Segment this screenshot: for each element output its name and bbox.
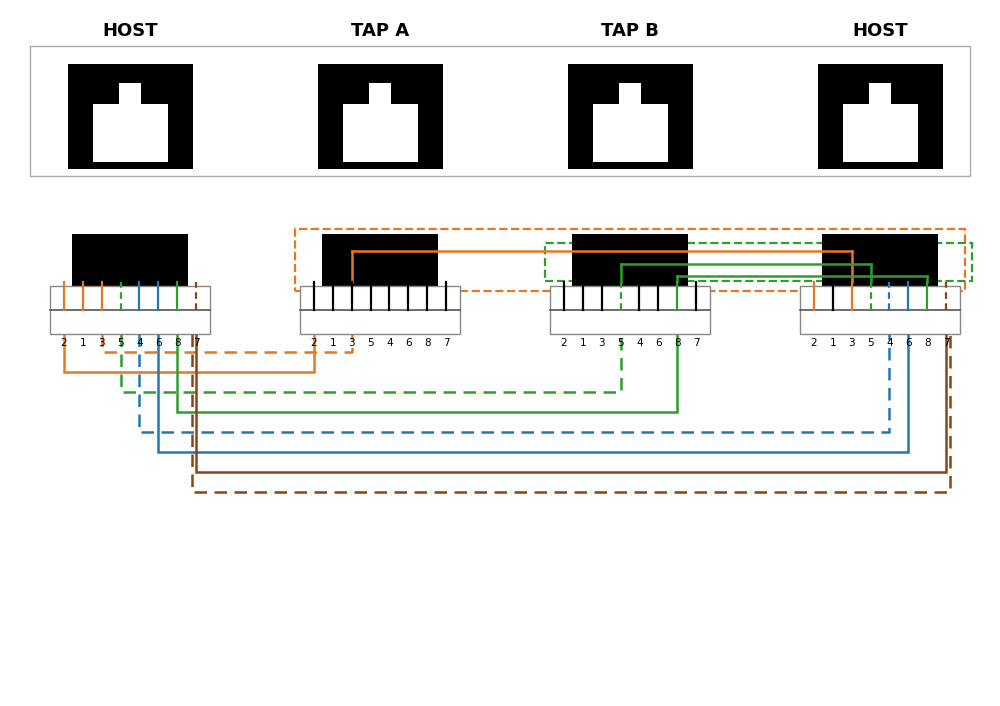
Text: 3: 3 [98,338,105,348]
Text: 3: 3 [848,338,855,348]
Bar [72,234,188,286]
Bar [592,104,668,162]
Bar [818,64,943,169]
Text: HOST: HOST [102,22,158,40]
Text: 7: 7 [193,338,199,348]
Text: 1: 1 [580,338,586,348]
Text: 5: 5 [867,338,874,348]
Bar [545,243,972,281]
Text: 5: 5 [117,338,124,348]
Text: 4: 4 [886,338,893,348]
Text: 7: 7 [943,338,949,348]
Bar [869,83,891,104]
Bar [300,286,460,334]
Bar [550,286,710,334]
Text: 2: 2 [811,338,817,348]
Bar [295,229,965,291]
Bar [342,104,418,162]
Text: 1: 1 [330,338,336,348]
Bar [68,64,192,169]
Bar [800,286,960,334]
Text: 4: 4 [136,338,143,348]
Text: 1: 1 [830,338,836,348]
Text: 8: 8 [424,338,430,348]
Text: 7: 7 [443,338,449,348]
Text: 5: 5 [367,338,374,348]
Text: 4: 4 [386,338,393,348]
Text: 8: 8 [924,338,930,348]
Text: 6: 6 [155,338,162,348]
Text: 8: 8 [174,338,180,348]
Bar [572,234,688,286]
Bar [822,234,938,286]
Bar [843,104,918,162]
Bar [30,46,970,176]
Text: 3: 3 [348,338,355,348]
Text: 8: 8 [674,338,680,348]
Bar [369,83,391,104]
Bar [119,83,141,104]
Text: 6: 6 [655,338,662,348]
Text: 6: 6 [405,338,412,348]
Text: 3: 3 [598,338,605,348]
Text: HOST: HOST [852,22,908,40]
Text: 2: 2 [561,338,567,348]
Text: 2: 2 [61,338,67,348]
Text: 7: 7 [693,338,699,348]
Text: 2: 2 [311,338,317,348]
Text: TAP A: TAP A [351,22,409,40]
Text: 1: 1 [80,338,86,348]
Bar [322,234,438,286]
Bar [92,104,168,162]
Text: 6: 6 [905,338,912,348]
Text: 4: 4 [636,338,643,348]
Text: 5: 5 [617,338,624,348]
Text: TAP B: TAP B [601,22,659,40]
Bar [619,83,641,104]
Bar [318,64,442,169]
Bar [50,286,210,334]
Bar [568,64,692,169]
